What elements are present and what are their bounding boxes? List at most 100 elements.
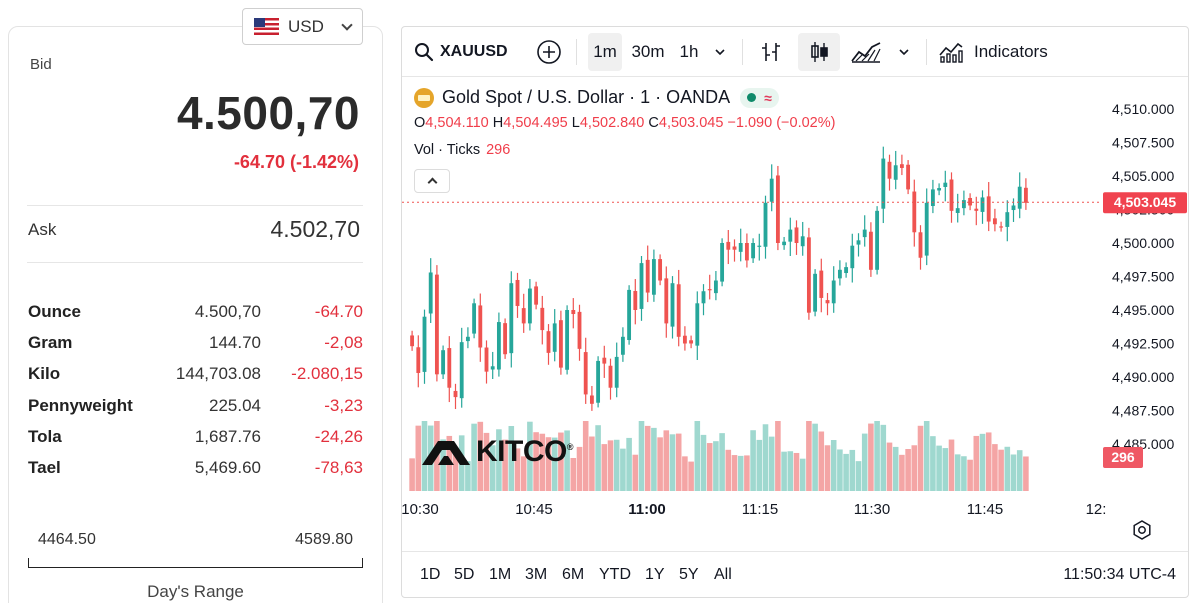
divider <box>27 205 363 206</box>
unit-value: 4.500,70 <box>194 301 261 321</box>
candle-body <box>465 336 470 342</box>
time-axis-label: 10:45 <box>515 501 553 518</box>
price-axis-label: 4,507.500 <box>1112 135 1174 151</box>
indicators-button[interactable]: Indicators <box>938 33 1064 71</box>
volume-bar <box>936 445 942 491</box>
volume-bar <box>849 449 856 491</box>
chevron-down-icon <box>341 18 353 31</box>
us-flag-icon <box>254 18 279 35</box>
candle-body <box>744 243 749 261</box>
open-value: 4,504.110 <box>425 115 489 131</box>
volume-bar <box>694 421 701 491</box>
candle-body <box>930 189 935 207</box>
currency-selector[interactable]: USD <box>242 8 363 45</box>
volume-label: Vol · Ticks <box>414 142 481 158</box>
candle-body <box>651 259 656 295</box>
interval-1m[interactable]: 1m <box>588 33 622 71</box>
symbol-name: XAUUSD <box>440 43 508 60</box>
volume-bar <box>1023 456 1029 491</box>
candle-body <box>546 331 551 353</box>
volume-bar <box>452 453 459 491</box>
candle-chart-style-button[interactable] <box>798 33 840 71</box>
candle-body <box>751 243 756 259</box>
candle-body <box>813 273 818 312</box>
candle-body <box>968 197 973 206</box>
range-ytd-button[interactable]: YTD <box>599 566 631 583</box>
time-axis-label: 10:30 <box>402 501 439 518</box>
volume-bar <box>917 425 924 491</box>
candle-body <box>918 232 923 258</box>
candle-body <box>732 246 737 250</box>
price-axis-label: 4,487.500 <box>1112 403 1174 419</box>
price-chart[interactable]: 10:30 10:45 11:00 11:15 11:30 11:45 12: 4,510.0… <box>402 78 1188 550</box>
volume-bar <box>1016 450 1023 491</box>
candle-body <box>875 210 880 270</box>
range-1m-button[interactable]: 1M <box>489 566 512 583</box>
volume-bar <box>992 444 998 491</box>
volume-bar <box>787 451 794 491</box>
chart-panel: XAUUSD 1m 30m 1h <box>401 26 1189 598</box>
time-axis-label: 12: <box>1086 501 1107 518</box>
compare-symbol-button[interactable] <box>534 33 564 71</box>
chevron-down-icon <box>899 49 909 56</box>
candle-body <box>453 390 458 398</box>
volume-bar <box>700 434 707 491</box>
volume-bar <box>415 425 422 491</box>
candle-body <box>707 289 712 291</box>
volume-bar <box>818 431 825 491</box>
area-chart-style-button[interactable] <box>848 33 884 71</box>
range-5d-button[interactable]: 5D <box>454 566 475 583</box>
bar-chart-style-button[interactable] <box>754 33 788 71</box>
volume-bar <box>489 445 496 491</box>
interval-1h[interactable]: 1h <box>679 42 699 61</box>
volume-bar <box>626 437 632 491</box>
candle-body <box>490 366 495 370</box>
volume-bar <box>973 435 980 491</box>
volume-bar <box>998 449 1004 491</box>
interval-30m[interactable]: 30m <box>631 42 665 61</box>
candle-body <box>515 279 520 306</box>
price-axis-label: 4,492.500 <box>1112 336 1174 352</box>
timezone-clock[interactable]: 11:50:34 UTC-4 <box>1063 566 1176 583</box>
volume-bar <box>496 429 502 491</box>
gold-bar-icon <box>414 87 434 108</box>
collapse-legend-button[interactable] <box>414 169 450 193</box>
symbol-search-button[interactable]: XAUUSD <box>410 33 522 71</box>
candle-body <box>416 347 421 373</box>
volume-bar <box>737 455 744 491</box>
candle-body <box>521 308 526 324</box>
current-price-tag <box>1103 192 1187 214</box>
volume-bar <box>613 439 620 491</box>
range-5y-button[interactable]: 5Y <box>679 566 699 583</box>
close-value: 4,503.045 <box>658 115 724 131</box>
volume-bar <box>967 459 973 491</box>
high-value: 4,504.495 <box>503 115 568 131</box>
volume-bar <box>979 433 986 491</box>
unit-name: Pennyweight <box>28 395 133 415</box>
candle-body <box>992 218 997 225</box>
interval-dropdown-button[interactable] <box>708 33 732 71</box>
candle-body <box>906 164 911 190</box>
market-status-pill[interactable]: ≈ <box>740 87 779 108</box>
candle-body <box>695 303 700 346</box>
volume-bar <box>775 421 781 491</box>
unit-value: 144,703.08 <box>175 364 261 384</box>
ohlc-bars-icon <box>762 43 780 61</box>
chart-style-dropdown-button[interactable] <box>892 33 916 71</box>
candle-body <box>503 323 508 355</box>
candle-body <box>837 269 842 279</box>
range-all-button[interactable]: All <box>714 566 732 583</box>
candle-body <box>527 288 532 324</box>
chart-settings-icon[interactable] <box>1132 520 1152 540</box>
range-1d-button[interactable]: 1D <box>420 566 441 583</box>
volume-bar <box>713 441 719 491</box>
volume-bar <box>440 439 446 491</box>
volume-bar <box>806 421 812 491</box>
range-6m-button[interactable]: 6M <box>562 566 585 583</box>
range-1y-button[interactable]: 1Y <box>645 566 665 583</box>
volume-bar <box>564 430 570 491</box>
candle-body <box>999 226 1004 228</box>
candle-body <box>887 161 892 179</box>
range-3m-button[interactable]: 3M <box>525 566 548 583</box>
candle-body <box>943 182 948 187</box>
